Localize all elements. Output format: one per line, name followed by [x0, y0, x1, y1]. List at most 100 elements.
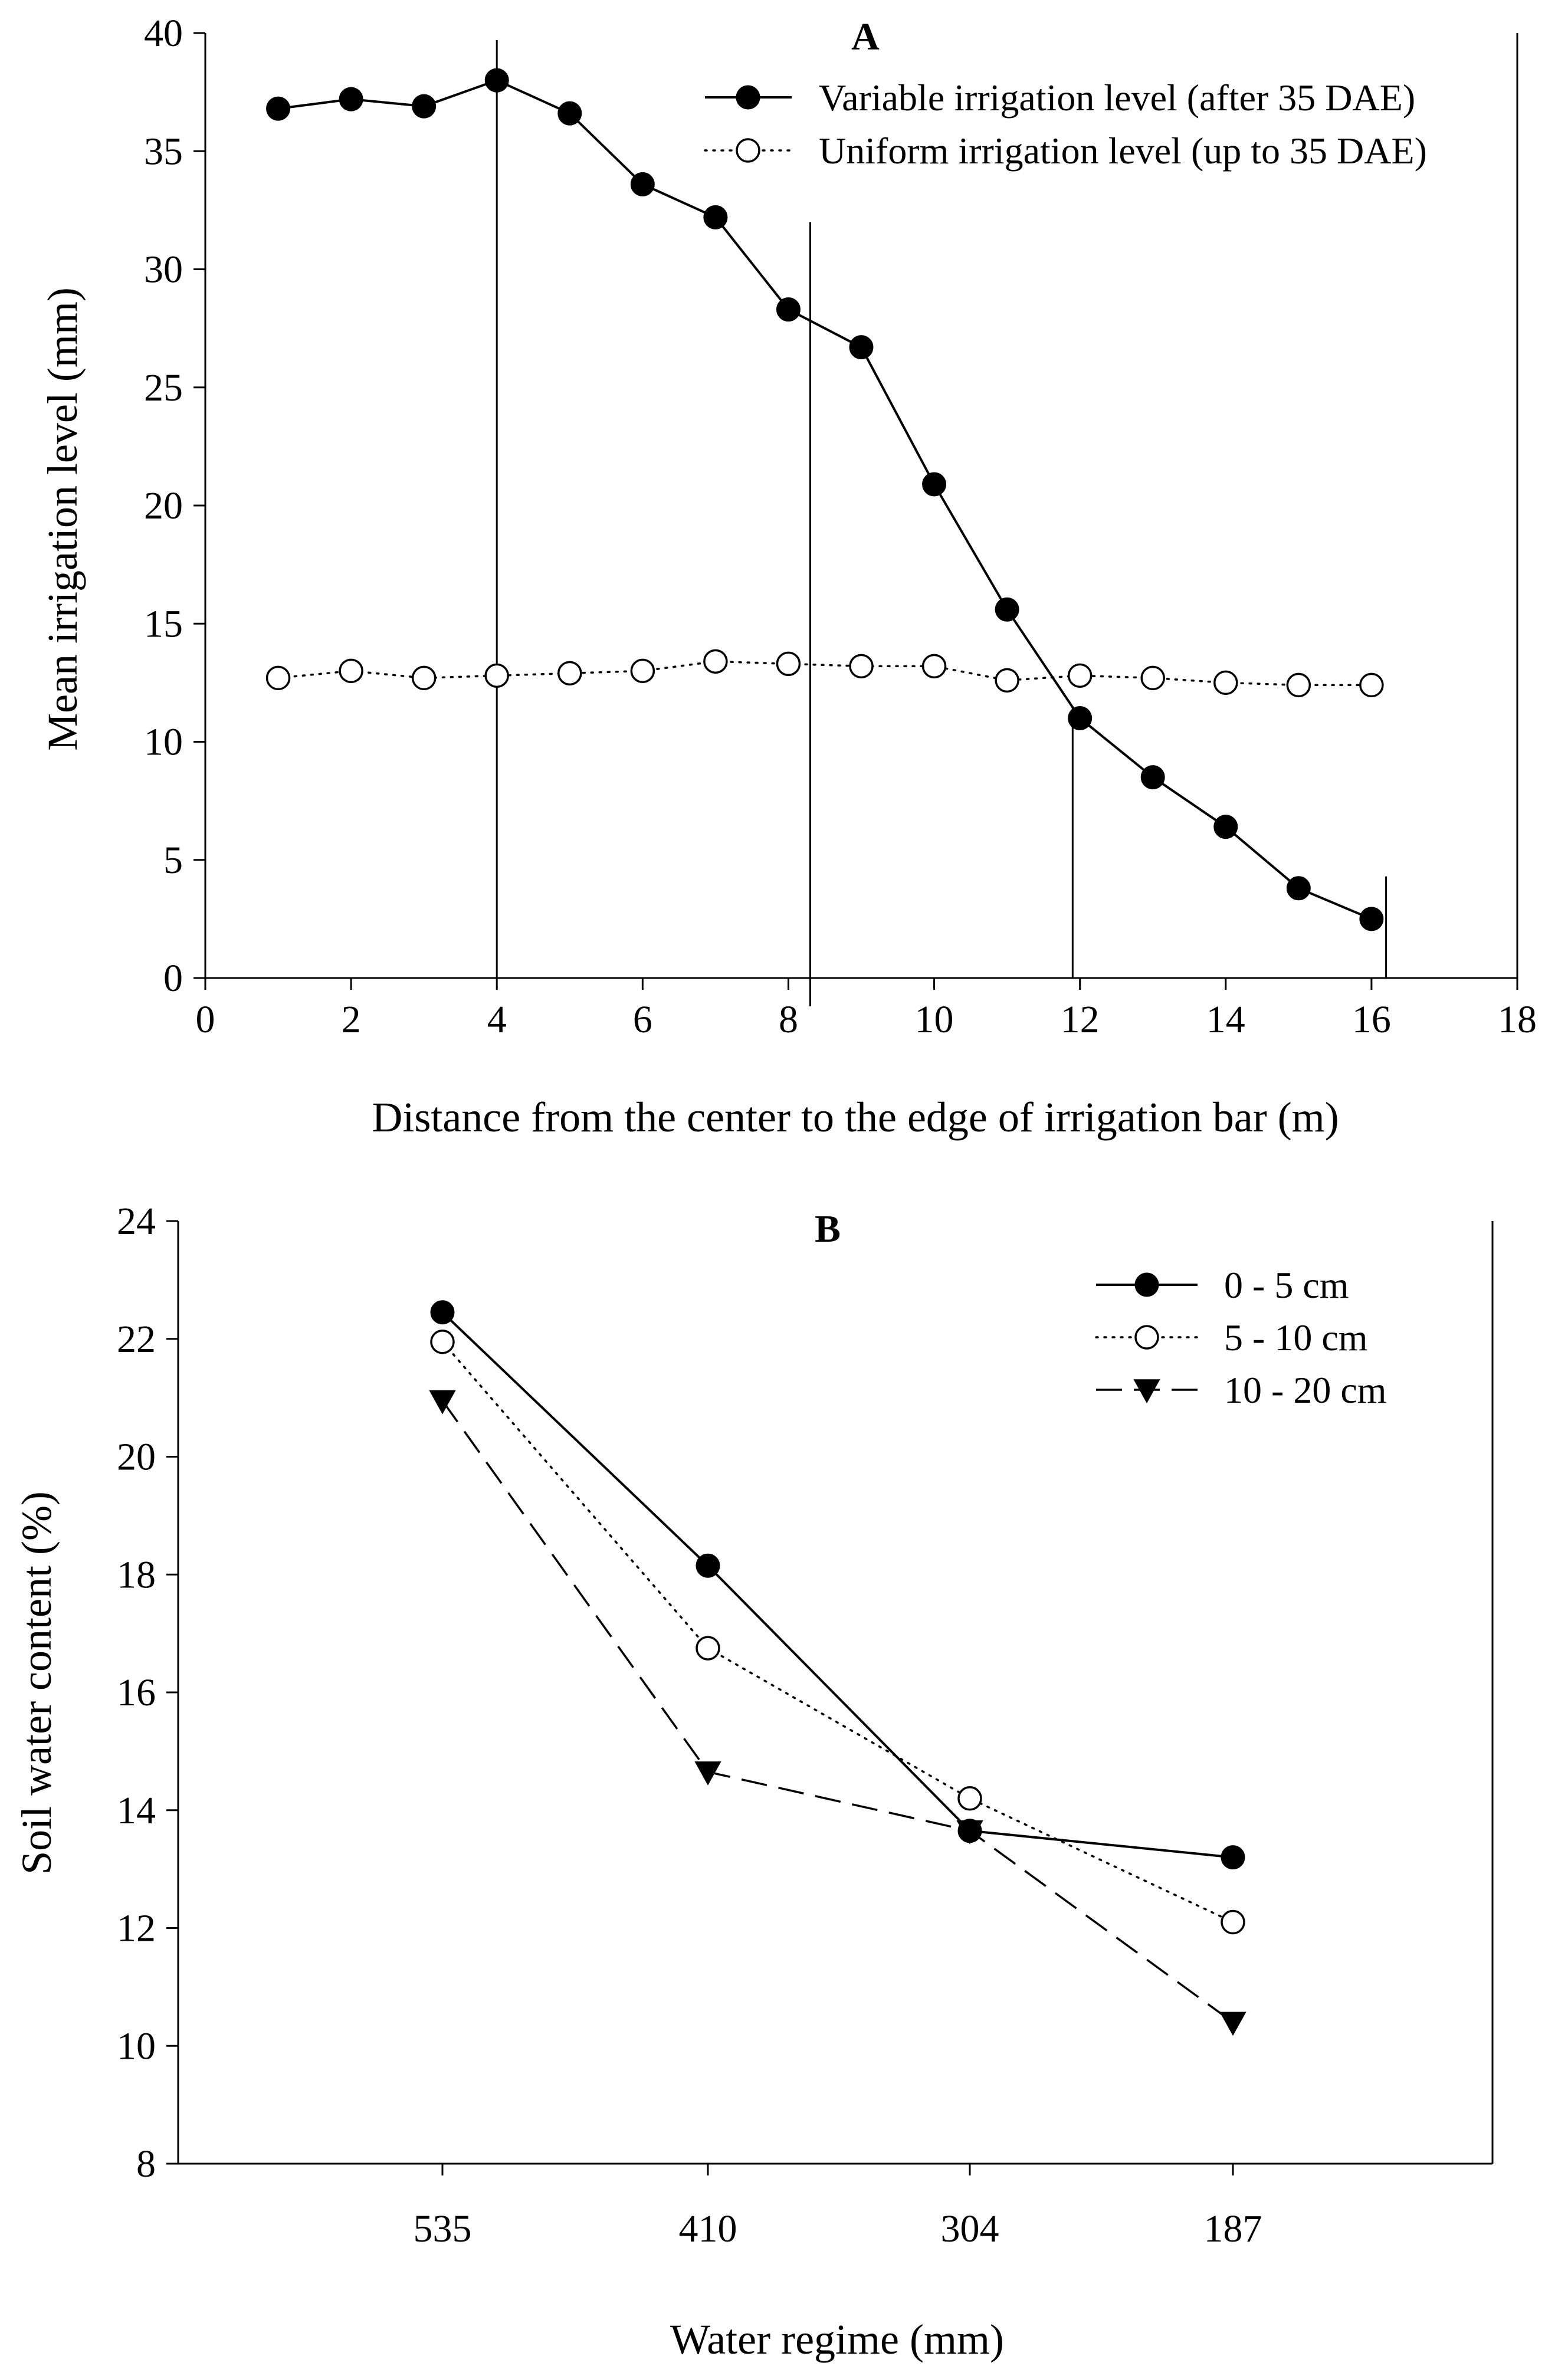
panel-a-data-point	[265, 665, 291, 691]
panel-b-series-10-20-cm	[429, 1390, 1246, 2036]
panel-b-x-tick-label: 535	[414, 2207, 472, 2250]
panel-a-data-point	[995, 668, 1019, 693]
panel-b-y-tick-label: 20	[117, 1436, 156, 1479]
panel-a-data-point	[1359, 672, 1384, 698]
panel-b-series-5-10-cm	[430, 1329, 1245, 1935]
panel-a-data-point	[1213, 815, 1238, 839]
panel-b-data-point	[694, 1761, 721, 1786]
panel-b-y-tick-label: 14	[117, 1789, 156, 1832]
panel-a-x-tick-label: 0	[196, 998, 215, 1041]
panel-b-legend-label: 5 - 10 cm	[1224, 1317, 1368, 1358]
panel-b-data-point	[956, 1820, 983, 1845]
panel-a-data-point	[1286, 672, 1311, 698]
panel-a-data-point	[557, 661, 582, 686]
panel-a-legend-marker	[736, 138, 760, 163]
panel-b-y-tick-label: 10	[117, 2024, 156, 2068]
panel-a-y-tick-label: 20	[144, 484, 183, 527]
panel-a-title: A	[851, 15, 880, 58]
panel-b-x-tick-label: 187	[1204, 2207, 1262, 2250]
panel-b-y-tick-label: 18	[117, 1553, 156, 1596]
panel-b-title: B	[815, 1207, 841, 1251]
panel-b-legend-label: 10 - 20 cm	[1224, 1369, 1387, 1411]
panel-a-data-point	[922, 472, 947, 497]
panel-b-series-line	[441, 1340, 1234, 1924]
panel-b-legend-label: 0 - 5 cm	[1224, 1264, 1349, 1306]
panel-b-series-0-5-cm	[430, 1300, 1245, 1870]
panel-a-data-point	[1359, 907, 1384, 931]
panel-a-data-point	[849, 654, 874, 679]
panel-a-data-point	[266, 96, 291, 121]
panel-a-y-tick-label: 40	[144, 12, 183, 55]
panel-a-data-point	[1140, 765, 1165, 790]
panel-b-data-point	[696, 1553, 720, 1578]
panel-a-data-point	[339, 658, 363, 684]
panel-a-x-tick-label: 6	[633, 998, 652, 1041]
panel-a-series-line	[277, 660, 1373, 687]
panel-a-x-axis-title: Distance from the center to the edge of …	[372, 1094, 1339, 1141]
panel-b-y-tick-label: 24	[117, 1200, 156, 1243]
panel-a-y-tick-label: 10	[144, 721, 183, 764]
panel-b-data-point	[429, 1390, 456, 1415]
panel-b-y-axis-title: Soil water content (%)	[13, 1491, 60, 1875]
panel-a-data-point	[703, 649, 728, 674]
panel-a-x-tick-label: 12	[1061, 998, 1100, 1041]
panel-b-legend-marker	[1133, 1379, 1160, 1403]
panel-b-data-point	[696, 1636, 720, 1661]
panel-a-data-point	[1213, 670, 1238, 695]
panel-a-legend-marker	[736, 85, 760, 110]
panel-a-y-tick-label: 15	[144, 602, 183, 645]
panel-b-series-line	[441, 1400, 1234, 2023]
panel-a-y-axis-title: Mean irrigation level (mm)	[39, 287, 86, 751]
panel-b-data-point	[1219, 2011, 1246, 2036]
panel-a-legend: Variable irrigation level (after 35 DAE)…	[704, 77, 1427, 172]
panel-a-data-point	[411, 665, 437, 691]
panel-a-y-tick-label: 35	[144, 130, 183, 173]
panel-b-x-tick-label: 304	[941, 2207, 999, 2250]
panel-a-data-point	[921, 654, 947, 679]
panel-a-data-point	[776, 297, 801, 322]
panel-a-series-line	[278, 78, 1372, 920]
panel-b-data-point	[1221, 1845, 1245, 1870]
panel-a-series-variable-irrigation-level-after-35-dae	[266, 68, 1384, 931]
panel-a-x-tick-label: 10	[915, 998, 954, 1041]
panel-b-data-point	[430, 1329, 455, 1354]
panel-a-series-uniform-irrigation-level-up-to-35-dae	[265, 649, 1384, 698]
panel-a-x-tick-label: 18	[1498, 998, 1537, 1041]
panel-b-legend-marker	[1134, 1325, 1159, 1350]
panel-a-x-tick-label: 14	[1206, 998, 1245, 1041]
panel-a-data-point	[484, 68, 509, 93]
panel-a-x-tick-label: 4	[487, 998, 507, 1041]
panel-a-y-tick-label: 0	[163, 957, 183, 1000]
panel-a-data-point	[1140, 665, 1165, 691]
panel-a-data-point	[484, 663, 509, 688]
panel-a-data-point	[776, 651, 801, 677]
panel-b-legend: 0 - 5 cm 5 - 10 cm 10 - 20 cm	[1095, 1264, 1387, 1411]
panel-a-data-point	[630, 172, 655, 196]
panel-b-x-tick-label: 410	[679, 2207, 737, 2250]
panel-a-y-tick-label: 5	[163, 839, 183, 882]
panel-a-data-point	[1067, 663, 1093, 688]
panel-a-data-point	[630, 658, 655, 684]
panel-a-data-point	[1286, 876, 1311, 901]
panel-a-y-tick-label: 25	[144, 366, 183, 409]
panel-b-data-point	[1221, 1909, 1245, 1935]
panel-b-data-point	[957, 1786, 982, 1811]
panel-a-data-point	[1068, 705, 1093, 730]
panel-a-data-point	[339, 87, 363, 111]
panel-b-data-point	[430, 1300, 455, 1325]
panel-b-y-tick-label: 12	[117, 1907, 156, 1950]
panel-b-y-tick-label: 8	[136, 2142, 156, 2185]
panel-a-x-tick-label: 8	[779, 998, 798, 1041]
panel-b-y-tick-label: 22	[117, 1318, 156, 1361]
panel-a-data-point	[849, 335, 874, 360]
panel-a-x-tick-label: 16	[1352, 998, 1391, 1041]
panel-a-legend-label: Variable irrigation level (after 35 DAE)	[819, 77, 1415, 119]
panel-a-x-tick-label: 2	[342, 998, 361, 1041]
panel-a-chart: A Distance from the center to the edge o…	[39, 12, 1537, 1141]
panel-b-chart: B Water regime (mm) Soil water content (…	[13, 1200, 1494, 2363]
panel-a-legend-label: Uniform irrigation level (up to 35 DAE)	[819, 130, 1427, 172]
panel-b-y-tick-label: 16	[117, 1671, 156, 1714]
panel-a-data-point	[703, 205, 728, 229]
panel-a-data-point	[557, 101, 582, 126]
